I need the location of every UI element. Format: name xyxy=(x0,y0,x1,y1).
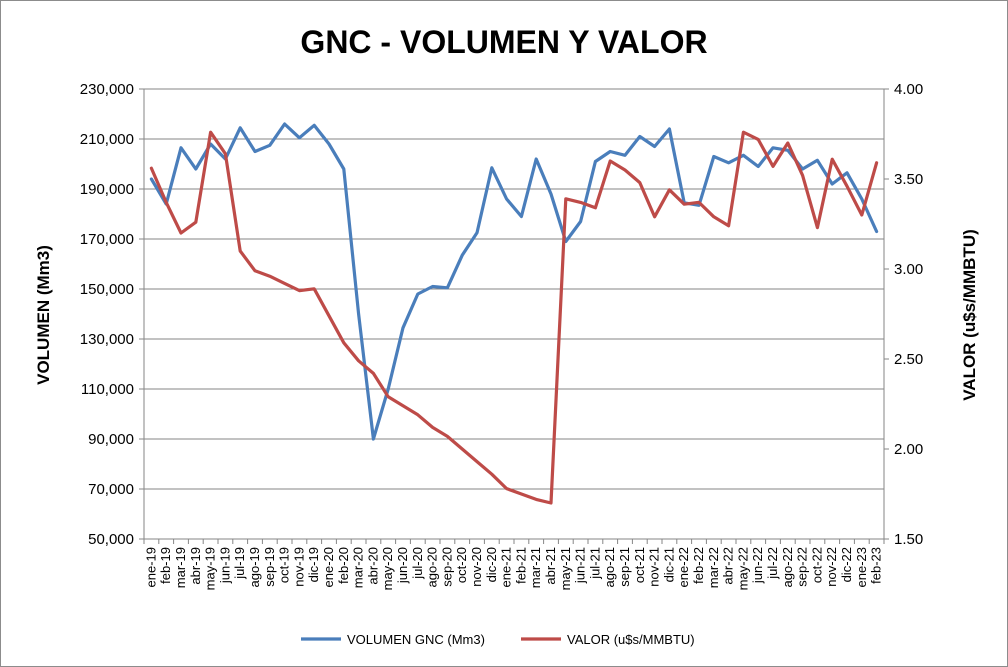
x-tick-label: jul-22 xyxy=(765,547,780,580)
y2-tick-label: 3.50 xyxy=(894,171,923,188)
x-tick-label: ago-19 xyxy=(247,547,262,587)
x-tick-label: sep-19 xyxy=(262,547,277,587)
y2-axis-title: VALOR (u$s/MMBTU) xyxy=(960,229,979,401)
y-tick-label: 230,000 xyxy=(80,81,134,98)
x-tick-label: jul-21 xyxy=(587,547,602,580)
x-tick-label: feb-23 xyxy=(869,547,884,584)
y2-tick-label: 1.50 xyxy=(894,531,923,548)
x-tick-label: jun-20 xyxy=(395,547,410,584)
x-tick-label: mar-19 xyxy=(173,547,188,588)
x-tick-label: jun-21 xyxy=(573,547,588,584)
y-tick-label: 110,000 xyxy=(81,381,134,398)
y-axis-title: VOLUMEN (Mm3) xyxy=(34,245,53,385)
x-tick-label: jun-22 xyxy=(750,547,765,584)
x-tick-label: sep-22 xyxy=(795,547,810,587)
y2-tick-label: 2.00 xyxy=(894,441,923,458)
x-tick-label: abr-19 xyxy=(188,547,203,585)
legend-label-valor: VALOR (u$s/MMBTU) xyxy=(567,632,695,647)
y-tick-label: 70,000 xyxy=(88,481,134,498)
legend-label-volumen: VOLUMEN GNC (Mm3) xyxy=(347,632,485,647)
x-tick-label: dic-21 xyxy=(661,547,676,582)
x-tick-label: ene-21 xyxy=(499,547,514,587)
y2-tick-label: 3.00 xyxy=(894,261,923,278)
x-tick-label: oct-19 xyxy=(277,547,292,583)
x-tick-label: may-19 xyxy=(203,547,218,590)
chart-title: GNC - VOLUMEN Y VALOR xyxy=(300,24,707,60)
y-tick-label: 210,000 xyxy=(80,131,134,148)
y-tick-label: 90,000 xyxy=(88,431,134,448)
series-volumen-line xyxy=(149,122,879,441)
series-valor-line xyxy=(149,130,879,505)
x-tick-label: mar-20 xyxy=(351,547,366,588)
x-tick-label: oct-21 xyxy=(632,547,647,583)
x-tick-label: dic-20 xyxy=(484,547,499,582)
x-tick-label: ago-21 xyxy=(602,547,617,587)
x-tick-label: jun-19 xyxy=(217,547,232,584)
x-tick-label: mar-22 xyxy=(706,547,721,588)
x-tick-label: ago-20 xyxy=(425,547,440,587)
x-tick-label: sep-20 xyxy=(439,547,454,587)
y-tick-label: 50,000 xyxy=(88,531,134,548)
x-tick-label: jul-19 xyxy=(232,547,247,580)
x-tick-label: feb-19 xyxy=(158,547,173,584)
x-tick-label: nov-22 xyxy=(824,547,839,587)
x-tick-label: feb-21 xyxy=(513,547,528,584)
y2-tick-label: 4.00 xyxy=(894,81,923,98)
x-tick-label: nov-21 xyxy=(647,547,662,587)
x-tick-label: nov-20 xyxy=(469,547,484,587)
x-tick-label: abr-22 xyxy=(721,547,736,585)
y-tick-label: 170,000 xyxy=(80,231,134,248)
x-tick-label: ene-19 xyxy=(143,547,158,587)
x-tick-label: feb-20 xyxy=(336,547,351,584)
x-tick-label: dic-19 xyxy=(306,547,321,582)
y-tick-label: 150,000 xyxy=(80,281,134,298)
x-tick-label: dic-22 xyxy=(839,547,854,582)
x-tick-label: oct-22 xyxy=(809,547,824,583)
x-tick-label: ene-20 xyxy=(321,547,336,587)
x-tick-label: ago-22 xyxy=(780,547,795,587)
x-tick-label: oct-20 xyxy=(454,547,469,583)
x-tick-label: may-20 xyxy=(380,547,395,590)
x-tick-label: may-21 xyxy=(558,547,573,590)
y-tick-label: 130,000 xyxy=(80,331,134,348)
x-tick-label: ene-22 xyxy=(676,547,691,587)
x-tick-label: feb-22 xyxy=(691,547,706,584)
x-tick-label: sep-21 xyxy=(617,547,632,587)
x-tick-label: ene-23 xyxy=(854,547,869,587)
y2-tick-label: 2.50 xyxy=(894,351,923,368)
x-tick-label: mar-21 xyxy=(528,547,543,588)
x-tick-label: abr-21 xyxy=(543,547,558,585)
y-tick-label: 190,000 xyxy=(80,181,134,198)
x-tick-label: jul-20 xyxy=(410,547,425,580)
x-tick-label: may-22 xyxy=(735,547,750,590)
x-tick-label: abr-20 xyxy=(365,547,380,585)
x-tick-label: nov-19 xyxy=(291,547,306,587)
